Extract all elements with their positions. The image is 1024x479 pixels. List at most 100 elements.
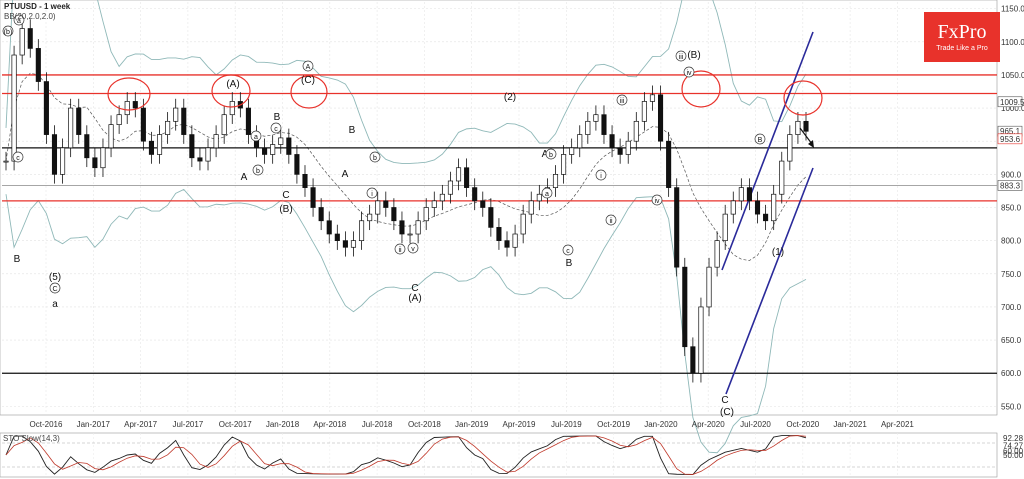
candle-body	[383, 200, 389, 208]
candle-body	[140, 107, 146, 142]
candle-body	[334, 233, 340, 241]
candle-body	[585, 120, 591, 135]
candle-body	[609, 134, 615, 149]
y-tick-label: 800.0	[1001, 237, 1022, 246]
candle-body	[706, 266, 712, 308]
candle-body	[593, 114, 599, 122]
candle-body	[674, 187, 680, 268]
candle-body	[43, 81, 49, 135]
wave-label-circle	[49, 282, 61, 294]
candle-body	[763, 213, 769, 222]
forecast-arrowhead	[808, 140, 814, 148]
wave-label: (b)	[4, 29, 13, 36]
candle-body	[27, 28, 33, 49]
wave-label: C	[282, 190, 289, 201]
candle-body	[11, 54, 17, 162]
candle-body	[552, 174, 559, 188]
y-tick-label: 650.0	[1001, 336, 1022, 345]
stoch-y-tick: 50.00	[1003, 451, 1024, 460]
y-tick-label: 1150.0	[1001, 5, 1024, 14]
candle-body	[3, 160, 9, 163]
candle-body	[455, 167, 462, 182]
candle-body	[666, 140, 672, 188]
candle-body	[173, 107, 179, 122]
oscillator-panel	[0, 432, 998, 478]
x-tick-label: Jan-2018	[266, 420, 300, 429]
candle-body	[649, 94, 656, 102]
candle-body	[359, 220, 365, 241]
wave-label: B	[14, 254, 21, 265]
y-axis: 550.0 600.0 650.0 700.0 750.0 800.0 850.0 900.0…	[997, 5, 1024, 411]
wave-label: iii	[679, 54, 684, 61]
x-tick-label: Oct-2019	[597, 420, 630, 429]
wave-label: c	[566, 248, 570, 255]
y-tick-label: 1100.0	[1001, 38, 1024, 47]
candle-body	[528, 200, 534, 215]
candle-body	[447, 180, 453, 195]
x-tick-label: Jul-2018	[362, 420, 393, 429]
wave-label-circle	[12, 151, 24, 163]
candle-body	[771, 193, 777, 222]
x-tick-label: Jul-2019	[551, 420, 582, 429]
wave-label: (B)	[687, 50, 700, 61]
wave-label: i	[600, 173, 602, 180]
wave-label: b	[549, 152, 553, 159]
y-tick-label: 600.0	[1001, 369, 1022, 378]
x-tick-label: Jan-2017	[77, 420, 111, 429]
fxpro-logo: FxPro Trade Like a Pro	[924, 12, 1000, 62]
wave-label-circle	[407, 242, 419, 254]
candle-body	[19, 28, 25, 56]
wave-label: a	[52, 299, 58, 310]
candle-body	[520, 213, 526, 235]
wave-label-circle	[675, 50, 687, 62]
candle-body	[350, 240, 357, 248]
wave-label: (B)	[279, 204, 292, 215]
candle-body	[625, 140, 631, 155]
candle-body	[415, 220, 421, 235]
candle-body	[286, 137, 292, 155]
candle-body	[496, 227, 502, 241]
candle-body	[132, 101, 138, 109]
wave-label-circle	[651, 194, 663, 206]
candle-body	[76, 107, 82, 135]
wave-label: B	[274, 112, 281, 123]
candle-body	[197, 157, 203, 162]
trend-channel	[721, 31, 814, 395]
candle-body	[245, 107, 251, 135]
candle-body	[205, 147, 211, 162]
wave-label: A	[542, 149, 549, 160]
wave-label-circle	[2, 25, 14, 37]
candle-body	[577, 134, 583, 149]
wave-label: b	[256, 168, 260, 175]
chart-title: PTUUSD - 1 week	[4, 2, 71, 11]
resistance-circle	[783, 80, 823, 116]
resistance-circle	[681, 70, 721, 108]
candle-body	[148, 140, 155, 155]
y-tick-label: 1050.0	[1001, 71, 1024, 80]
wave-label: b	[373, 155, 377, 162]
forecast-arrow	[799, 127, 813, 145]
wave-label: iii	[620, 98, 625, 105]
candle-body	[156, 134, 163, 155]
x-tick-label: Apr-2019	[503, 420, 536, 429]
price-tag-label: 965.1	[1000, 127, 1021, 136]
horizontal-levels	[2, 74, 997, 374]
wave-label-circle	[562, 244, 574, 256]
candle-body	[116, 114, 122, 125]
brand-tagline: Trade Like a Pro	[936, 45, 988, 52]
wave-label: A	[306, 64, 311, 71]
candle-body	[221, 114, 227, 135]
wave-label: (5)	[49, 272, 61, 283]
resistance-circle	[290, 75, 328, 109]
wave-label-circle	[250, 130, 262, 142]
brand-name: FxPro	[937, 21, 987, 43]
candle-body	[100, 147, 106, 169]
wave-label: A	[342, 169, 349, 180]
y-tick-label: 900.0	[1001, 170, 1022, 179]
wave-label: v	[411, 246, 415, 253]
wave-label: (A)	[226, 79, 239, 90]
y-tick-label: 550.0	[1001, 402, 1022, 411]
candle-body	[472, 187, 478, 202]
